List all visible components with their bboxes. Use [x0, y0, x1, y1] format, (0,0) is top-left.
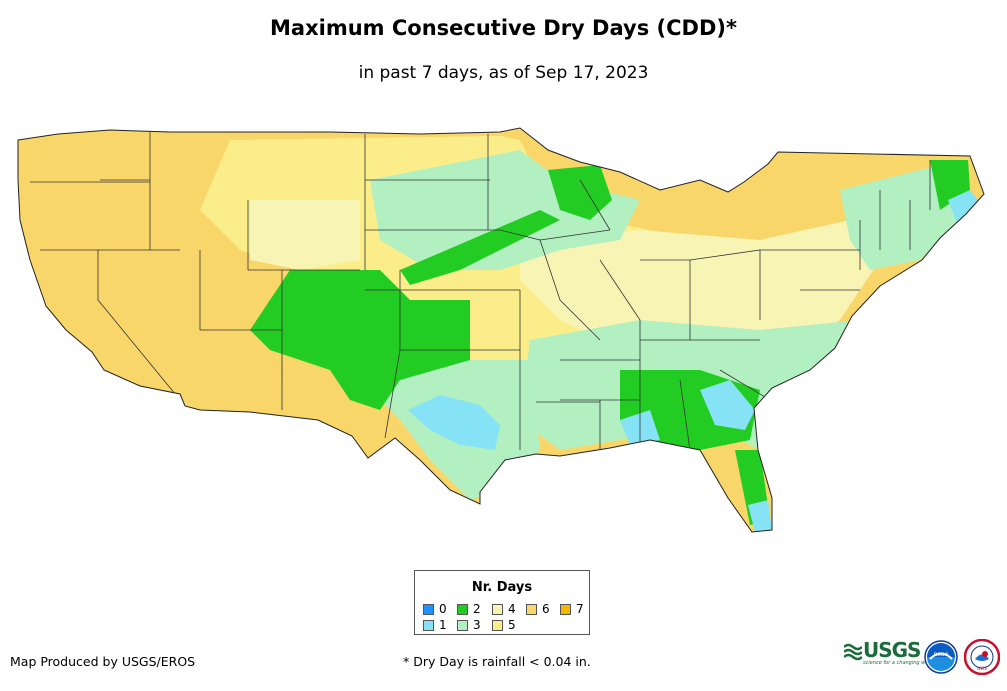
- us-dry-days-map: [17, 127, 985, 533]
- legend-label-0: 0: [439, 602, 447, 616]
- dry-day-footnote: * Dry Day is rainfall < 0.04 in.: [403, 654, 591, 669]
- legend-swatch-3: [457, 619, 468, 631]
- legend-label-2: 2: [473, 602, 481, 616]
- dry-2-maine: [930, 160, 970, 210]
- dry-2-plains-band: [400, 210, 560, 285]
- legend-item-5: 5: [492, 618, 516, 632]
- state-boundaries: [30, 132, 931, 451]
- legend-label-1: 1: [439, 618, 447, 632]
- legend-swatch-4: [492, 603, 503, 615]
- legend-title: Nr. Days: [471, 580, 533, 595]
- legend-swatch-1: [423, 619, 434, 631]
- nws-logo: NWS: [964, 639, 1000, 675]
- legend-item-1: 1: [423, 618, 447, 632]
- noaa-logo: noaa: [924, 640, 958, 674]
- legend-swatch-0: [423, 603, 434, 615]
- map-credit: Map Produced by USGS/EROS: [10, 654, 196, 669]
- us-outline: [17, 127, 985, 533]
- dry-1-newengland: [948, 190, 984, 230]
- dry-1-florida: [748, 500, 772, 532]
- map-subtitle: in past 7 days, as of Sep 17, 2023: [358, 63, 649, 83]
- legend-label-5: 5: [508, 618, 516, 632]
- legend-swatch-5: [492, 619, 503, 631]
- usgs-logo: USGS science for a changing world: [844, 640, 935, 666]
- usgs-text: USGS: [863, 638, 921, 662]
- legend-label-6: 6: [542, 602, 550, 616]
- noaa-text: noaa: [934, 651, 949, 658]
- legend-item-6: 6: [526, 602, 550, 616]
- dry-2-southwest: [250, 270, 470, 410]
- legend-item-4: 4: [492, 602, 516, 616]
- legend-label-7: 7: [576, 602, 584, 616]
- legend-label-3: 3: [473, 618, 481, 632]
- dry-4-plains: [250, 200, 360, 270]
- map-title: Maximum Consecutive Dry Days (CDD)*: [270, 16, 737, 40]
- legend-label-4: 4: [508, 602, 516, 616]
- usgs-wave-icon: [844, 643, 862, 661]
- nws-text: NWS: [977, 666, 987, 671]
- legend-item-2: 2: [457, 602, 481, 616]
- legend-item-3: 3: [457, 618, 481, 632]
- legend-swatch-2: [457, 603, 468, 615]
- legend: Nr. Days 0 1 2 3 4 5 6 7: [414, 570, 590, 635]
- dry-1-texas: [408, 395, 500, 450]
- dry-1-georgia: [700, 380, 755, 430]
- legend-swatch-6: [526, 603, 537, 615]
- legend-item-7: 7: [560, 602, 584, 616]
- legend-swatch-7: [560, 603, 571, 615]
- legend-item-0: 0: [423, 602, 447, 616]
- usgs-tagline: science for a changing world: [863, 660, 935, 666]
